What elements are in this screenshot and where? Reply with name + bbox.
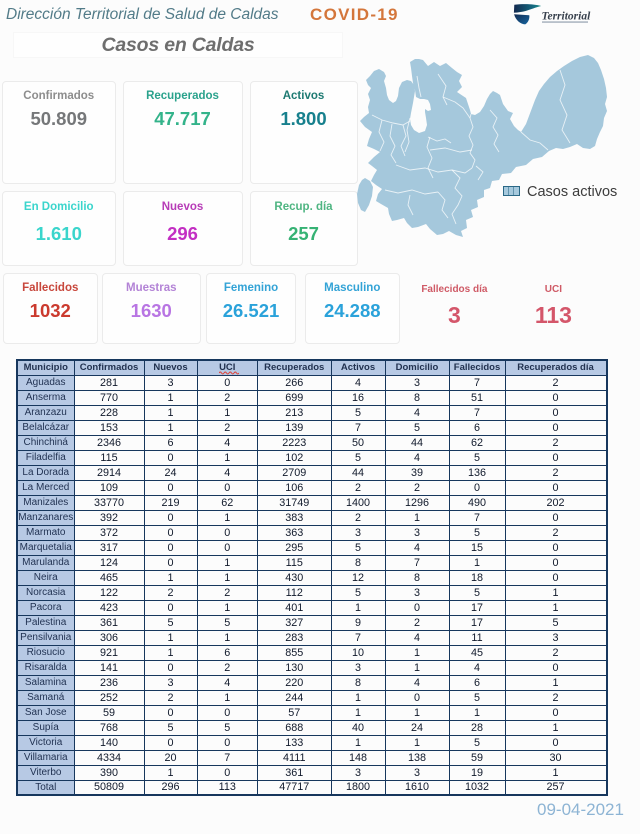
svg-text:Territorial: Territorial (542, 10, 592, 22)
